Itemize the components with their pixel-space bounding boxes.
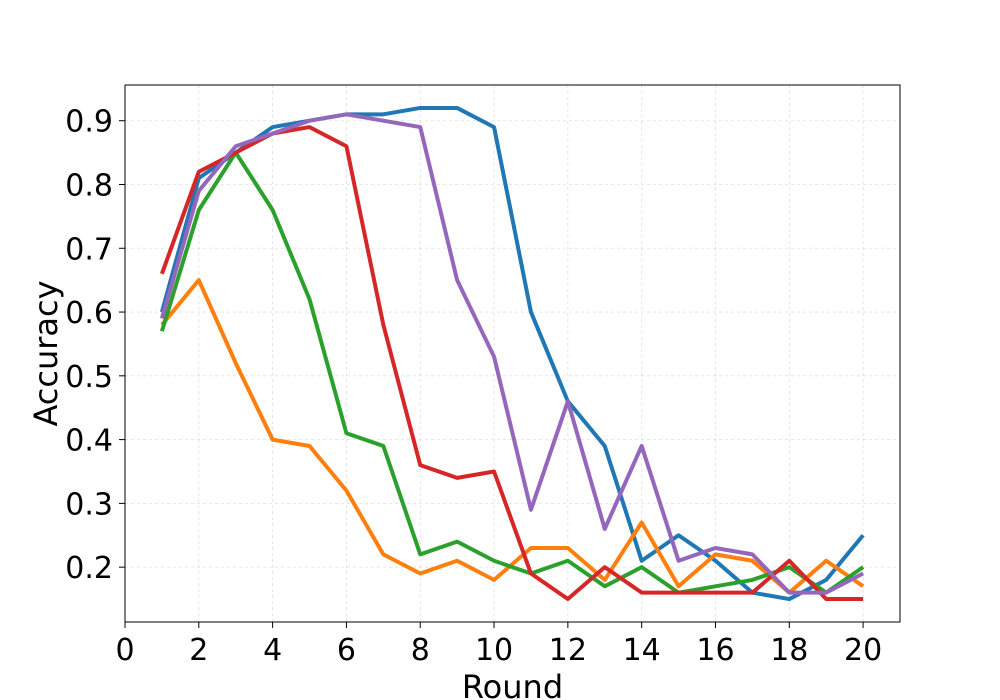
x-tick-label: 6 [337, 633, 356, 668]
y-tick-label: 0.8 [65, 168, 113, 203]
x-tick-label: 20 [844, 633, 882, 668]
x-tick-label: 14 [623, 633, 661, 668]
y-tick-label: 0.5 [65, 360, 113, 395]
y-tick-label: 0.6 [65, 296, 113, 331]
x-tick-label: 0 [115, 633, 134, 668]
x-tick-label: 2 [189, 633, 208, 668]
series-line-2 [160, 278, 865, 595]
x-tick-label: 4 [263, 633, 282, 668]
y-tick-label: 0.3 [65, 487, 113, 522]
x-axis-title: Round [462, 668, 563, 700]
y-tick-label: 0.2 [65, 551, 113, 586]
series-line-1 [159, 105, 865, 602]
x-tick-label: 16 [696, 633, 734, 668]
y-tick-label: 0.9 [65, 105, 113, 140]
x-tick-label: 12 [549, 633, 587, 668]
x-tick-label: 10 [475, 633, 513, 668]
series-lines [159, 105, 865, 602]
y-axis-title: Accuracy [27, 280, 65, 426]
x-tick-label: 8 [411, 633, 430, 668]
x-axis-ticks: 0 2 4 6 8 10 12 14 16 18 20 [115, 622, 882, 668]
x-tick-label: 18 [770, 633, 808, 668]
series-line-5 [159, 112, 865, 595]
y-tick-label: 0.4 [65, 424, 113, 459]
plot-area-frame [124, 84, 901, 623]
series-line-3 [159, 150, 865, 595]
y-tick-label: 0.7 [65, 232, 113, 267]
y-axis-ticks: 0.2 0.3 0.4 0.5 0.6 0.7 0.8 0.9 [65, 105, 125, 586]
